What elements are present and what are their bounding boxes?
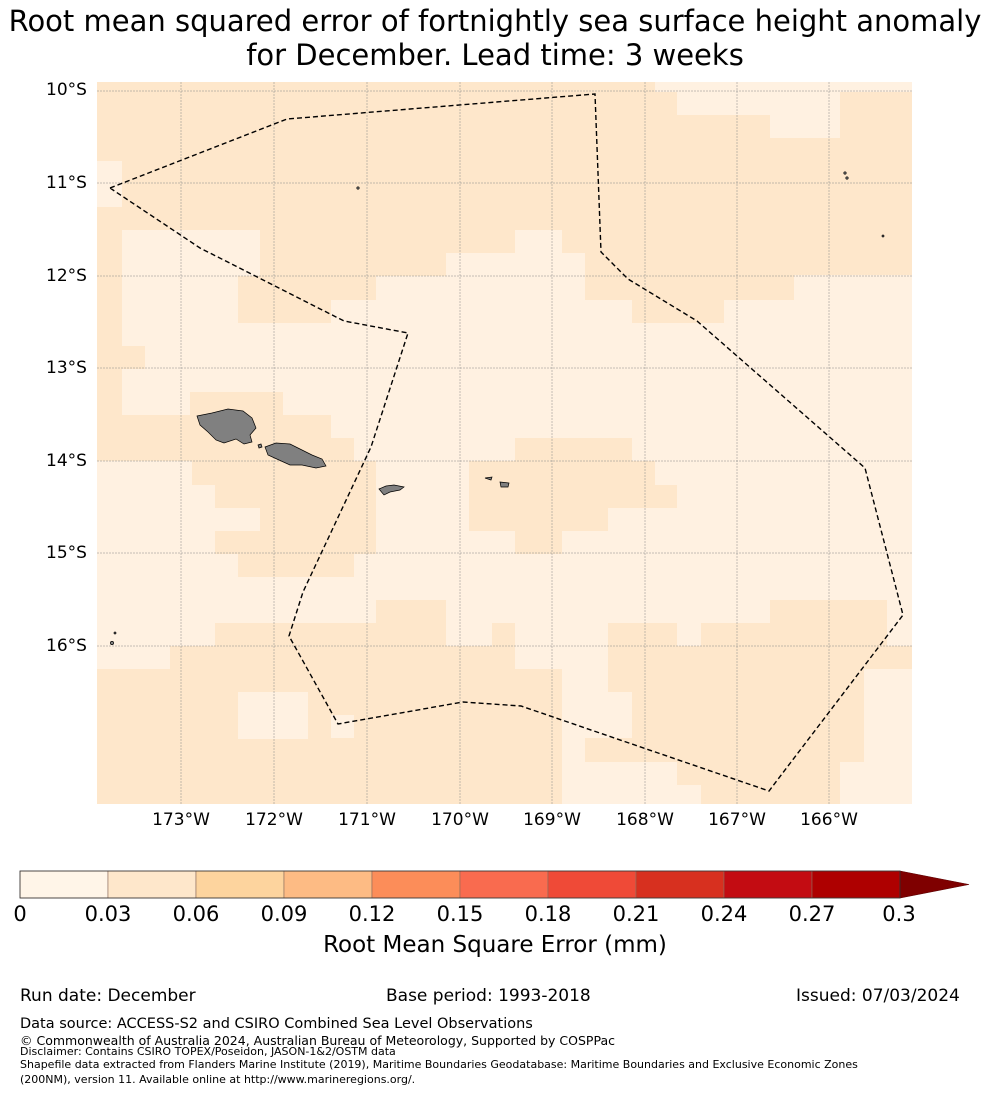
colorbar [19, 870, 970, 899]
colorbar-segment [283, 870, 373, 899]
colorbar-segment [371, 870, 461, 899]
colorbar-segment [107, 870, 197, 899]
island-tutuila [378, 484, 405, 496]
colorbar-segment [635, 870, 725, 899]
colorbar-segment [195, 870, 285, 899]
lon-label-167w: 167°W [708, 810, 766, 830]
island-upolu [264, 442, 327, 469]
island-tau [499, 481, 510, 488]
islet-east [881, 234, 885, 238]
lon-label-171w: 171°W [338, 810, 396, 830]
lat-label-15s: 15°S [46, 543, 87, 563]
islet-rose-1 [843, 171, 847, 175]
colorbar-segment [459, 870, 549, 899]
islet-west-2 [113, 631, 117, 635]
island-manono [257, 443, 263, 449]
chart-title-line1: Root mean squared error of fortnightly s… [8, 4, 982, 38]
colorbar-tick-label: 0.03 [84, 902, 132, 926]
base-period: Base period: 1993-2018 [386, 986, 591, 1006]
colorbar-tick-label: 0.21 [612, 902, 660, 926]
islet-rose-2 [845, 176, 849, 180]
lat-label-10s: 10°S [46, 80, 87, 100]
lat-label-12s: 12°S [46, 266, 87, 286]
lat-label-14s: 14°S [46, 451, 87, 471]
error-hole-1 [238, 692, 308, 739]
island-ofu [484, 476, 493, 481]
colorbar-segment [723, 870, 813, 899]
run-date: Run date: December [20, 986, 196, 1006]
data-source: Data source: ACCESS-S2 and CSIRO Combine… [20, 1016, 533, 1032]
lon-label-170w: 170°W [431, 810, 489, 830]
colorbar-tick-label: 0.09 [260, 902, 308, 926]
lat-label-16s: 16°S [46, 636, 87, 656]
graticule [97, 82, 912, 804]
chart-title-line2: for December. Lead time: 3 weeks [246, 38, 744, 72]
lon-label-166w: 166°W [800, 810, 858, 830]
colorbar-segment [811, 870, 901, 899]
error-patch-south [97, 600, 912, 804]
colorbar-tick-label: 0 [13, 902, 27, 926]
colorbar-tick-label: 0.15 [436, 902, 484, 926]
eez-boundary [108, 93, 904, 792]
colorbar-tick-label: 0.24 [700, 902, 748, 926]
island-savaii [196, 408, 257, 445]
colorbar-frame [19, 870, 901, 899]
lat-label-11s: 11°S [46, 173, 87, 193]
colorbar-segment [19, 870, 109, 899]
colorbar-tick-label: 0.3 [882, 902, 916, 926]
islet-north [356, 186, 360, 190]
lon-label-173w: 173°W [152, 810, 210, 830]
colorbar-label: Root Mean Square Error (mm) [323, 932, 667, 958]
disclaimer: Disclaimer: Contains CSIRO TOPEX/Poseido… [20, 1045, 396, 1058]
islet-west [110, 641, 114, 645]
lat-label-13s: 13°S [46, 358, 87, 378]
error-hole-2 [331, 715, 354, 738]
colorbar-tick-label: 0.12 [348, 902, 396, 926]
lon-label-172w: 172°W [245, 810, 303, 830]
copyright-notice: © Commonwealth of Australia 2024, Austra… [20, 1033, 615, 1048]
colorbar-extend-arrow [899, 870, 970, 899]
error-patch-north [97, 82, 912, 392]
colorbar-tick-label: 0.27 [788, 902, 836, 926]
lon-label-168w: 168°W [616, 810, 674, 830]
shapefile-credit-line1: Shapefile data extracted from Flanders M… [20, 1058, 858, 1071]
land-masses [110, 171, 885, 645]
shapefile-credit-line2: (200NM), version 11. Available online at… [20, 1073, 416, 1086]
colorbar-segment [547, 870, 637, 899]
error-patch-central [469, 438, 677, 554]
error-patch-west [97, 392, 376, 577]
colorbar-tick-label: 0.06 [172, 902, 220, 926]
error-field-patches [97, 82, 912, 804]
colorbar-tick-label: 0.18 [524, 902, 572, 926]
issued-date: Issued: 07/03/2024 [796, 986, 960, 1006]
lon-label-169w: 169°W [523, 810, 581, 830]
